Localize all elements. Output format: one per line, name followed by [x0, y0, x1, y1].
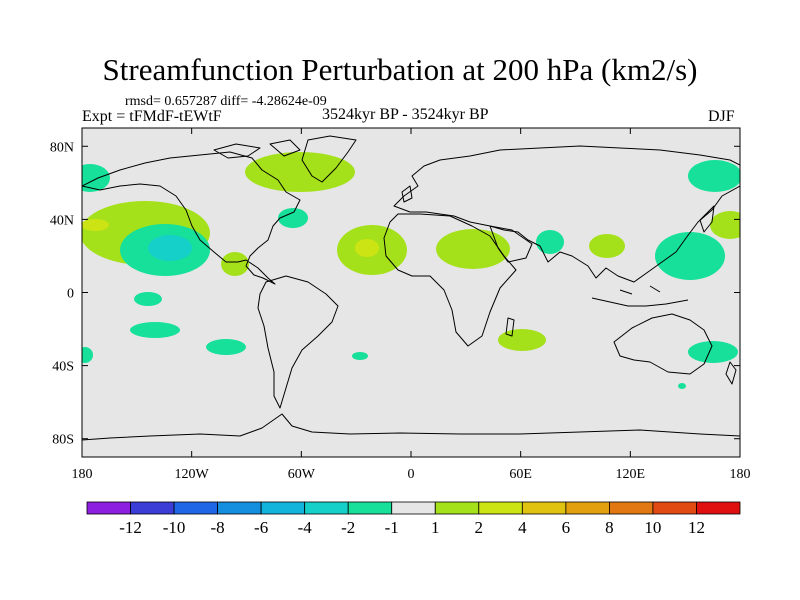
map-title: Streamfunction Perturbation at 200 hPa (…: [102, 52, 698, 87]
lon-tick-label: 180: [72, 467, 93, 482]
coast-uk: [401, 185, 413, 203]
colorbar-swatch: [304, 501, 349, 515]
colorbar-label: 8: [605, 518, 614, 537]
colorbar-swatch: [478, 501, 523, 515]
anomaly-south-atlantic: [352, 352, 368, 360]
colorbar-label: 4: [518, 518, 527, 537]
colorbar: -12 -10 -8 -6 -4 -2 -1 1 2 4 6 8 10 12: [86, 501, 741, 537]
coast-japan: [699, 205, 715, 233]
colorbar-label: 2: [475, 518, 484, 537]
coast-new-zealand: [725, 361, 737, 385]
lon-tick-label: 120E: [616, 467, 646, 482]
axis-ticks: [81, 128, 741, 457]
coast-south-america: [257, 275, 339, 409]
map-background: [82, 128, 740, 457]
colorbar-swatch: [173, 501, 218, 515]
anomaly-central-pacific-equator: [134, 292, 162, 306]
anomaly-tropical-atlantic-core: [355, 239, 379, 257]
coast-canadian-islands: [213, 139, 301, 159]
colorbar-label: -8: [211, 518, 225, 537]
colorbar-swatch: [521, 501, 567, 515]
anomaly-arabian-sea: [536, 230, 564, 254]
colorbar-label: -10: [163, 518, 186, 537]
anomaly-northwest-atlantic: [278, 208, 308, 228]
colorbar-label: 1: [431, 518, 440, 537]
colorbar-label: 10: [644, 518, 661, 537]
anomaly-small-south-indian: [678, 383, 686, 389]
lon-tick-label: 60W: [288, 467, 316, 482]
colorbar-label: -6: [254, 518, 268, 537]
anomaly-south-pacific-west: [82, 347, 93, 363]
colorbar-label: 12: [688, 518, 705, 537]
colorbar-label: -2: [341, 518, 355, 537]
anomaly-mexico: [221, 252, 249, 276]
period-label: 3524kyr BP - 3524kyr BP: [322, 106, 489, 123]
anomaly-alaska: [82, 164, 110, 192]
coast-greenland: [301, 135, 357, 183]
lat-tick-label: 0: [67, 287, 74, 302]
anomaly-south-indian: [498, 329, 546, 351]
coast-africa: [383, 213, 517, 347]
lat-tick-label: 40S: [52, 360, 74, 375]
lat-tick-label: 80S: [52, 433, 74, 448]
anomaly-east-siberia: [688, 160, 740, 192]
season-label: DJF: [708, 108, 735, 125]
coast-europe-asia: [393, 145, 740, 283]
colorbar-swatch: [609, 501, 654, 515]
lon-tick-label: 180: [730, 467, 751, 482]
lon-tick-label: 60E: [509, 467, 532, 482]
colorbar-swatch: [696, 501, 741, 515]
coastlines: [82, 135, 740, 441]
colorbar-swatch: [347, 501, 393, 515]
coast-indonesia: [591, 285, 689, 307]
coast-antarctica: [82, 413, 740, 441]
colorbar-swatch: [652, 501, 697, 515]
coast-australia: [613, 313, 713, 375]
colorbar-swatch: [86, 501, 131, 515]
anomaly-tasman: [688, 341, 738, 363]
colorbar-label: 6: [562, 518, 571, 537]
coast-north-america: [82, 151, 301, 285]
colorbar-label: -12: [119, 518, 142, 537]
colorbar-swatch: [391, 501, 436, 515]
anomaly-north-pacific-east: [710, 211, 740, 239]
colorbar-swatch: [217, 501, 262, 515]
colorbar-swatch: [130, 501, 175, 515]
coast-madagascar: [505, 317, 515, 337]
colorbar-label: -1: [385, 518, 399, 537]
colorbar-swatch: [565, 501, 610, 515]
anomaly-west-pacific: [655, 232, 725, 280]
colorbar-swatch: [260, 501, 306, 515]
anomaly-south-asia: [589, 234, 625, 258]
lat-tick-label: 80N: [50, 140, 74, 155]
rmsd-diff-label: rmsd= 0.657287 diff= -4.28624e-09: [125, 94, 327, 109]
lon-tick-label: 0: [408, 467, 415, 482]
lat-tick-label: 40N: [50, 213, 74, 228]
anomaly-shading: [82, 152, 740, 389]
axis-tick-labels: 180 120W 60W 0 60E 120E 180 80N 40N 0 40S 80S: [50, 140, 751, 482]
lon-tick-label: 120W: [175, 467, 210, 482]
colorbar-label: -4: [298, 518, 313, 537]
anomaly-south-pacific-2: [206, 339, 246, 355]
experiment-label: Expt = tFMdF-tEWtF: [82, 108, 222, 125]
anomaly-subtropical-pacific-core: [148, 235, 192, 261]
coast-arabia: [489, 225, 533, 263]
anomaly-south-pacific-1: [130, 322, 180, 338]
anomaly-greenland: [245, 152, 355, 192]
anomaly-north-pacific-west-core: [82, 219, 109, 231]
colorbar-swatch: [434, 501, 480, 515]
